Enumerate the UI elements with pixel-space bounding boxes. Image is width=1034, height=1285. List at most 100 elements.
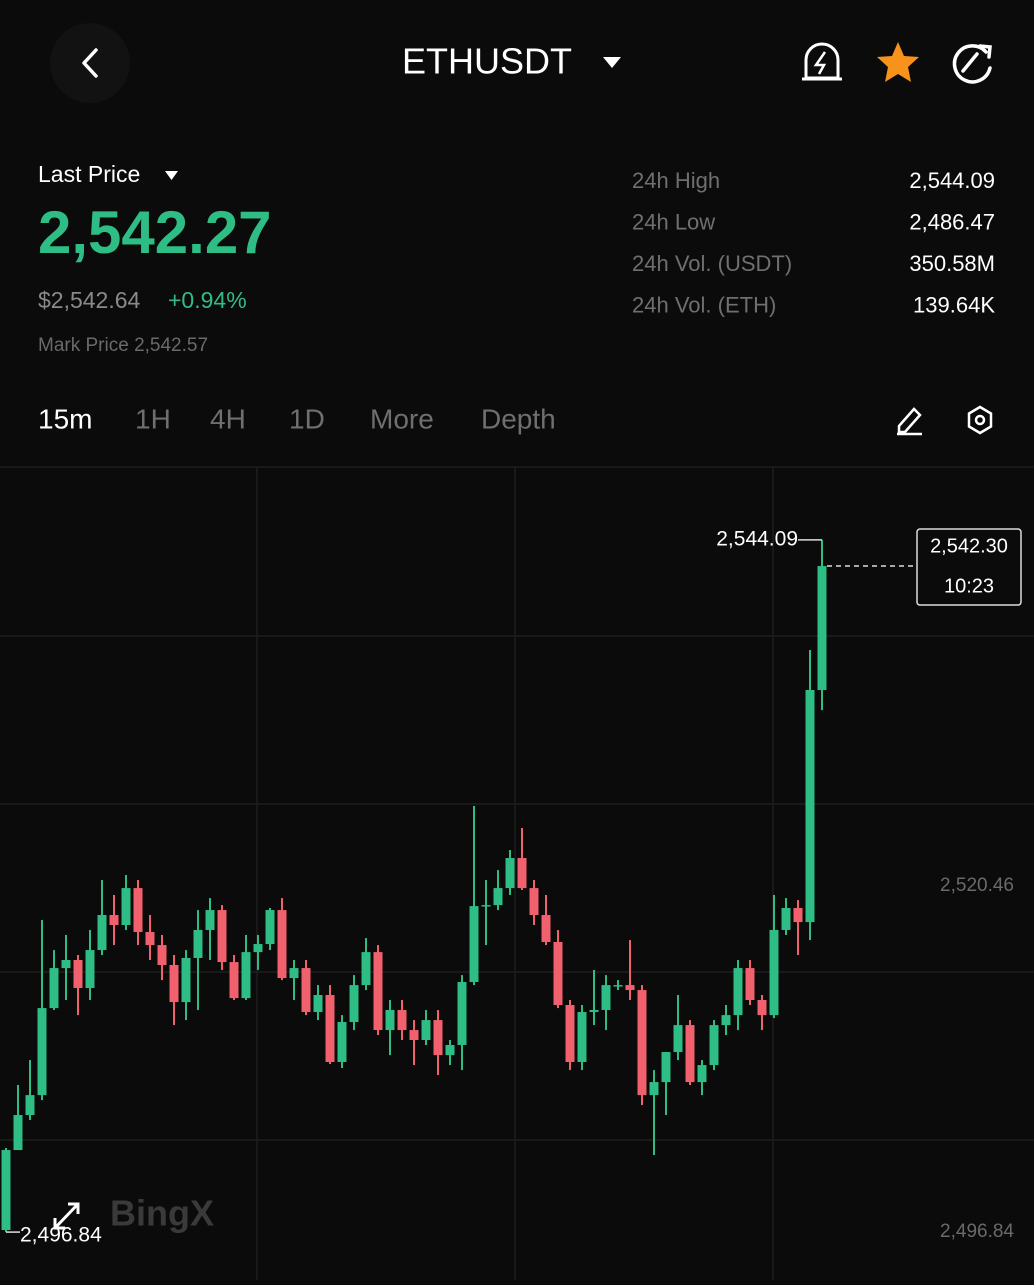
- candle-body: [181, 957, 191, 1003]
- last-price-label[interactable]: Last Price: [38, 161, 140, 187]
- settings-icon[interactable]: [967, 405, 993, 435]
- candle-body: [133, 888, 143, 933]
- candle-body: [685, 1025, 695, 1083]
- candle-body: [385, 1009, 395, 1031]
- stat-value: 139.64K: [913, 292, 995, 317]
- stats: 24h High 2,544.09 24h Low 2,486.47 24h Vol. …: [632, 168, 995, 318]
- y-tick-label: 2,520.46: [940, 875, 1014, 896]
- timeframe-tab[interactable]: 15m: [38, 403, 92, 434]
- mark-price: Mark Price 2,542.57: [38, 335, 208, 356]
- watermark: BingX: [110, 1193, 214, 1234]
- candle-body: [145, 932, 155, 946]
- candle-body: [409, 1030, 419, 1041]
- candle-body: [757, 1000, 767, 1016]
- candle-body: [469, 906, 479, 982]
- share-icon[interactable]: [952, 44, 992, 84]
- usd-price: $2,542.64: [38, 287, 141, 313]
- candle-body: [781, 908, 791, 930]
- stat-value: 350.58M: [909, 251, 995, 276]
- last-price-box: [916, 528, 1022, 606]
- candle-body: [445, 1044, 455, 1056]
- favorite-icon[interactable]: [877, 42, 919, 82]
- chart-grid: [0, 467, 1034, 1280]
- candle-body: [661, 1052, 671, 1083]
- candle-body: [205, 910, 215, 930]
- candle-body: [1, 1150, 11, 1231]
- candle-body: [229, 962, 239, 999]
- candle-body: [589, 1009, 599, 1013]
- candle-body: [193, 929, 203, 958]
- candle-body: [397, 1009, 407, 1031]
- candle-body: [493, 888, 503, 906]
- candle-body: [97, 915, 107, 951]
- candle-body: [253, 944, 263, 953]
- candle-body: [169, 964, 179, 1003]
- candle-body: [313, 995, 323, 1013]
- symbol-dropdown[interactable]: [603, 57, 621, 68]
- candle-body: [805, 689, 815, 923]
- candle-body: [625, 985, 635, 991]
- candle-body: [601, 985, 611, 1010]
- stat-value: 2,544.09: [909, 168, 995, 193]
- candle-body: [73, 960, 83, 988]
- candle-body: [157, 945, 167, 965]
- timeframe-tabs: 15m 1H 4H 1D More Depth: [38, 403, 556, 434]
- stat-label: 24h Vol. (USDT): [632, 251, 792, 276]
- candle-body: [649, 1082, 659, 1096]
- candle-body: [349, 985, 359, 1022]
- candle-body: [421, 1020, 431, 1041]
- candle-body: [61, 960, 71, 969]
- symbol-title[interactable]: ETHUSDT: [402, 41, 572, 82]
- y-tick-label: 2,496.84: [940, 1221, 1014, 1242]
- stat-label: 24h Vol. (ETH): [632, 292, 776, 317]
- candle-body: [529, 888, 539, 916]
- stat-value: 2,486.47: [909, 209, 995, 234]
- candle-body: [301, 968, 311, 1013]
- candle-body: [373, 952, 383, 1031]
- fullscreen-icon[interactable]: [53, 1202, 80, 1230]
- candle-body: [25, 1095, 35, 1116]
- candle-body: [709, 1025, 719, 1066]
- candle-body: [109, 915, 119, 925]
- candle-body: [217, 910, 227, 963]
- min-annotation: 2,496.84: [20, 1224, 102, 1247]
- candle-body: [289, 968, 299, 979]
- price-change: +0.94%: [168, 287, 247, 313]
- candle-body: [37, 1008, 47, 1096]
- candle-body: [325, 995, 335, 1062]
- candle-body: [637, 990, 647, 1096]
- candlestick-chart: 2,520.46 2,496.84 2,544.09 2,496.84 2,542.30…: [1, 527, 1022, 1247]
- candle-body: [121, 888, 131, 925]
- timeframe-tab[interactable]: 1D: [289, 403, 325, 434]
- candle-body: [697, 1065, 707, 1083]
- candle-body: [769, 929, 779, 1016]
- draw-tool-icon[interactable]: [897, 407, 922, 436]
- stat-label: 24h High: [632, 168, 720, 193]
- candle-body: [277, 910, 287, 979]
- candle-body: [721, 1015, 731, 1026]
- price-type-dropdown[interactable]: [165, 171, 178, 180]
- candle-body: [457, 981, 467, 1045]
- last-price: 2,542.27: [38, 199, 272, 266]
- back-button[interactable]: [50, 23, 130, 103]
- timeframe-tab[interactable]: 1H: [135, 403, 171, 434]
- candle-body: [505, 858, 515, 889]
- timeframe-tab[interactable]: 4H: [210, 403, 246, 434]
- alert-icon[interactable]: [802, 42, 842, 81]
- timeframe-tab[interactable]: Depth: [481, 403, 556, 434]
- candle-body: [793, 908, 803, 923]
- candle-body: [733, 968, 743, 1016]
- candle-body: [241, 952, 251, 999]
- candle-body: [577, 1012, 587, 1062]
- candle-body: [433, 1020, 443, 1056]
- timeframe-tab[interactable]: More: [370, 403, 434, 434]
- candle-body: [337, 1021, 347, 1062]
- max-annotation: 2,544.09: [716, 527, 798, 550]
- last-price-countdown: 10:23: [944, 575, 994, 597]
- candle-body: [565, 1004, 575, 1062]
- candle-body: [673, 1025, 683, 1053]
- candle-body: [817, 566, 827, 690]
